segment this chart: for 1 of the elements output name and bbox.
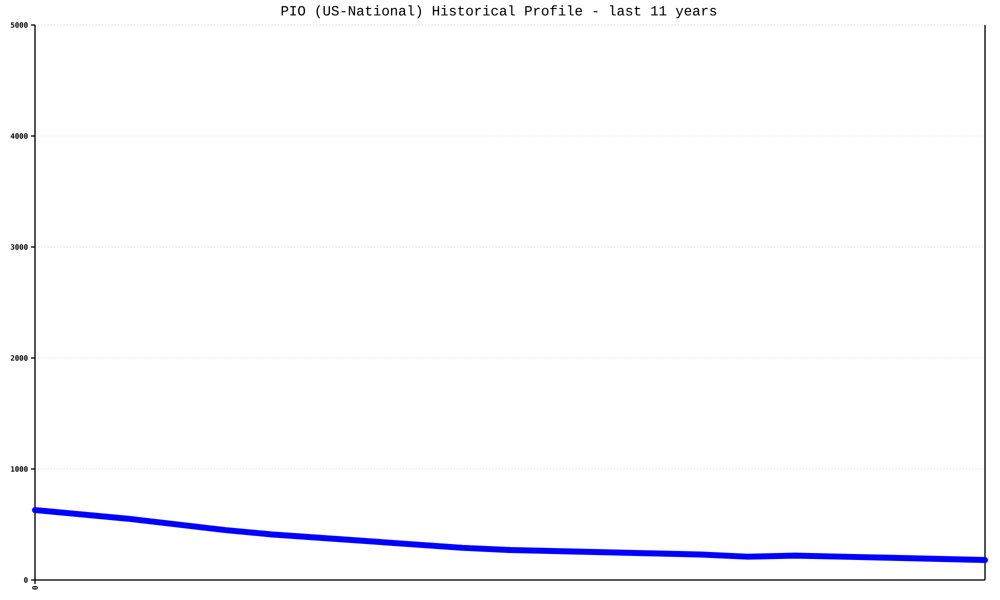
chart-title: PIO (US-National) Historical Profile - last 11 years [282, 5, 716, 18]
